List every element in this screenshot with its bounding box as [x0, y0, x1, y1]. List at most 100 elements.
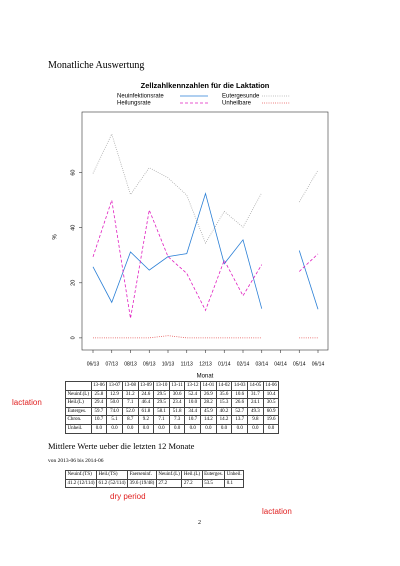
cell: 52.4 [184, 389, 202, 400]
monthly-table: 13-06 13-07 13-08 13-09 13-10 13-11 13-12 14-01… [65, 381, 280, 434]
cell: 0.0 [137, 423, 155, 434]
cell: 7.1 [153, 415, 170, 425]
cell: Neuinf.(L) [155, 470, 183, 480]
cell: 24.6 [137, 389, 155, 400]
cell: 45.9 [200, 406, 217, 417]
cell: 61.2 (52/114) [96, 478, 129, 489]
cell: 26.9 [200, 389, 217, 400]
section-title: Mittlere Werte ueber die letzten 12 Mona… [48, 441, 195, 451]
cell: Euterges. [65, 406, 92, 417]
x-tick-label: 04/14 [274, 361, 287, 367]
cell: 52.0 [121, 406, 139, 417]
cell: 29.4 [90, 398, 108, 408]
cell: Unheil. [224, 470, 245, 480]
cell: Heil.(TS) [96, 470, 129, 480]
x-tick-label: 06/14 [312, 361, 325, 367]
cell: 0.0 [184, 423, 202, 434]
cell: 10.7 [184, 415, 202, 425]
cell: 39.6 (19/48) [127, 478, 157, 489]
series-line [92, 132, 263, 245]
series-line [298, 169, 319, 203]
cell: 19.6 [262, 415, 280, 425]
cell: 0.0 [153, 423, 170, 434]
cell: 0.0 [262, 423, 280, 434]
cell: Chron. [65, 415, 92, 425]
plot-frame [81, 111, 329, 351]
cell: 24.1 [247, 398, 264, 408]
x-tick-label: 01/14 [218, 361, 231, 367]
side-label: lactation [12, 398, 42, 407]
row: 13-06 13-07 13-08 13-09 13-10 13-11 13-12 14-01… [65, 381, 280, 391]
cell: 14-02 [215, 381, 233, 391]
cell: 5.1 [106, 415, 123, 425]
cell: 14-03 [231, 381, 249, 391]
cell: Euterges. [201, 470, 226, 480]
cell: 13-06 [90, 381, 108, 391]
cell: 51.8 [168, 406, 186, 417]
page-number: 2 [198, 520, 201, 526]
cell: 10.0 [184, 398, 202, 408]
cell: 29.5 [153, 398, 170, 408]
cell: 74.0 [106, 406, 123, 417]
heading: Monatliche Auswertung [48, 60, 145, 71]
cell: 13-08 [121, 381, 139, 391]
cell: 0.1 [224, 478, 245, 489]
cell: 53.5 [201, 478, 226, 489]
series-line [92, 200, 263, 319]
cell: 35.6 [215, 389, 233, 400]
cell: 8.7 [121, 415, 139, 425]
row: Neuinf.(L) 25.8 12.9 31.2 24.6 29.5 30.6 52.4 26… [65, 389, 280, 400]
cell: 14.2 [215, 415, 233, 425]
cell: Unheil. [65, 423, 92, 434]
series-line [92, 192, 263, 309]
cell: 28.2 [200, 398, 217, 408]
cell: 14.2 [200, 415, 217, 425]
cell: 14-01 [200, 381, 217, 391]
cell: 0.0 [106, 423, 123, 434]
x-axis-label: Monat [197, 374, 214, 380]
cell: 31.2 [121, 389, 139, 400]
cell: 10.4 [262, 389, 280, 400]
row: Neuinf.(TS) Heil.(TS) Faerseninf. Neuinf.(L… [64, 470, 245, 480]
lactation-label: lactation [262, 507, 292, 516]
cell: 14-06 [262, 381, 280, 391]
cell: 46.4 [137, 398, 155, 408]
cell: 12.9 [106, 389, 123, 400]
y-tick-label: 60 [70, 170, 76, 176]
cell: 9.2 [137, 415, 155, 425]
cell: Neuinf.(L) [65, 389, 92, 400]
row: Unheil. 0.0 0.0 0.0 0.0 0.0 0.0 0.0 0.0 0.0 0.0 0.0… [65, 423, 280, 434]
cell: Neuinf.(TS) [64, 470, 98, 480]
series-line [298, 253, 319, 272]
cell: 41.2 (12/114) [64, 478, 98, 489]
chart: Zellzahlkennzahlen für die Laktation Mon… [53, 81, 329, 380]
y-tick-label: 40 [70, 225, 76, 231]
series-line [93, 335, 262, 339]
cell: 0.0 [231, 423, 249, 434]
cell: Heil.(L) [65, 398, 92, 408]
cell: 13-11 [168, 381, 186, 391]
summary-table: Neuinf.(TS) Heil.(TS) Faerseninf. Neuinf.(L… [64, 470, 245, 489]
cell: 10.7 [90, 415, 108, 425]
x-tick-label: 03/14 [255, 361, 268, 367]
cell: 29.5 [153, 389, 170, 400]
cell: 58.1 [153, 406, 170, 417]
cell: 40.2 [215, 406, 233, 417]
cell: 0.0 [90, 423, 108, 434]
cell: 30.5 [262, 398, 280, 408]
dry-period-label: dry period [110, 492, 146, 501]
cell: Heil.(L) [181, 470, 203, 480]
legend-label: Heilungsrate [117, 101, 151, 107]
cell: 13-10 [153, 381, 170, 391]
cell: 31.7 [247, 389, 264, 400]
cell: 13.7 [231, 415, 249, 425]
x-tick-label: 11/13 [181, 361, 193, 367]
x-tick-label: 07/13 [105, 361, 118, 367]
cell: 27.2 [155, 478, 183, 489]
cell: 60.9 [262, 406, 280, 417]
cell: 30.6 [168, 389, 186, 400]
row: Euterges. 59.7 74.0 52.0 61.8 58.1 51.8 34.4 45.… [65, 406, 280, 417]
y-tick-label: 20 [70, 280, 76, 286]
row: Chron. 10.7 5.1 8.7 9.2 7.1 7.3 10.7 14.2 14.2 13.… [65, 415, 280, 425]
cell: 14-05 [247, 381, 264, 391]
